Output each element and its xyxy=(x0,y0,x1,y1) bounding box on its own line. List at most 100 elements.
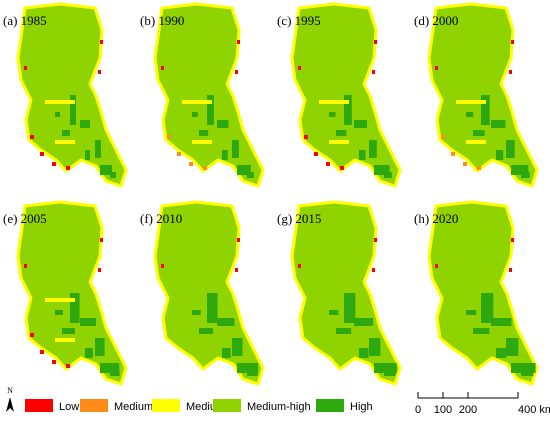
north-arrow-shape xyxy=(6,397,14,412)
north-arrow: N xyxy=(6,386,14,412)
map-cell xyxy=(177,152,181,156)
map-cell xyxy=(374,363,397,373)
map-cell xyxy=(55,140,75,144)
legend-swatch xyxy=(316,399,344,412)
map-cell xyxy=(521,172,530,178)
panel-label: (b) 1990 xyxy=(140,13,184,28)
map-panel: (c) 1995 xyxy=(277,2,402,188)
map-panel: (b) 1990 xyxy=(140,2,265,188)
map-cell xyxy=(247,172,254,178)
map-cell xyxy=(207,95,214,125)
map-cell xyxy=(55,112,60,117)
map-cell xyxy=(344,95,352,125)
scale-label: 400 km xyxy=(518,404,550,416)
panel-label: (f) 2010 xyxy=(140,211,182,226)
map-cell xyxy=(199,130,209,136)
map-cell xyxy=(85,348,93,358)
map-cell xyxy=(509,268,512,272)
map-cell xyxy=(511,238,514,242)
map-cell xyxy=(451,152,455,156)
legend-swatch xyxy=(25,399,53,412)
map-cell xyxy=(466,112,474,117)
map-cell xyxy=(110,370,120,376)
map-cell xyxy=(24,264,27,268)
map-cell xyxy=(167,135,171,139)
map-cell xyxy=(222,150,228,160)
map-cell xyxy=(24,66,27,70)
map-cell xyxy=(340,166,344,170)
map-cell xyxy=(509,70,512,74)
map-cell xyxy=(473,328,490,334)
map-cell xyxy=(98,70,101,74)
map-cell xyxy=(384,172,392,178)
map-cell xyxy=(298,66,301,70)
map-cell xyxy=(98,268,101,272)
map-cell xyxy=(329,112,336,117)
map-cell xyxy=(222,348,231,358)
map-cell xyxy=(466,310,477,315)
map-cell xyxy=(62,328,75,334)
map-cell xyxy=(235,70,238,74)
legend-swatch xyxy=(152,399,180,412)
map-cell xyxy=(95,338,105,356)
map-cell xyxy=(496,150,504,160)
map-cell xyxy=(369,140,377,158)
map-cell xyxy=(435,66,438,70)
map-cell xyxy=(161,66,164,70)
map-cell xyxy=(192,310,201,315)
map-cell xyxy=(30,333,34,337)
map-cell xyxy=(237,363,258,373)
map-panel: (e) 2005 xyxy=(3,200,128,386)
map-cell xyxy=(329,310,339,315)
map-cell xyxy=(110,172,116,178)
panel-label: (c) 1995 xyxy=(277,13,321,28)
panel-label: (e) 2005 xyxy=(3,211,47,226)
map-cell xyxy=(374,238,377,242)
map-cell xyxy=(336,130,347,136)
map-cell xyxy=(40,350,44,354)
map-cell xyxy=(481,293,494,323)
map-cell xyxy=(336,328,352,334)
map-cell xyxy=(521,370,534,376)
map-cell xyxy=(511,363,536,373)
map-cell xyxy=(55,310,63,315)
map-cell xyxy=(70,293,80,323)
map-cell xyxy=(232,338,243,356)
map-cell xyxy=(217,318,235,326)
map-cell xyxy=(189,162,193,166)
map-cell xyxy=(55,338,75,342)
legend-swatch xyxy=(213,399,241,412)
map-cell xyxy=(506,338,519,356)
map-cell xyxy=(384,370,396,376)
legend-label: High xyxy=(350,401,373,413)
map-cell xyxy=(40,152,44,156)
map-cell xyxy=(359,348,369,358)
map-cell xyxy=(52,360,56,364)
map-cell xyxy=(511,165,529,175)
map-cell xyxy=(441,135,445,139)
map-cell xyxy=(511,40,514,44)
map-cell xyxy=(466,140,486,144)
panel-label: (h) 2020 xyxy=(414,211,458,226)
map-cell xyxy=(463,162,467,166)
map-cell xyxy=(304,135,308,139)
map-cell xyxy=(203,166,207,170)
map-panel: (h) 2020 xyxy=(414,200,539,386)
map-cell xyxy=(100,363,120,373)
map-cell xyxy=(456,100,486,104)
map-cell xyxy=(161,264,164,268)
map-cell xyxy=(95,140,101,158)
map-cell xyxy=(85,150,90,160)
legend-label: Low xyxy=(59,401,79,413)
map-cell xyxy=(354,120,367,128)
map-cell xyxy=(369,338,381,356)
map-cell xyxy=(182,100,212,104)
map-cell xyxy=(199,328,213,334)
map-cell xyxy=(237,238,240,242)
legend-swatch xyxy=(80,399,108,412)
map-cell xyxy=(477,166,481,170)
map-cell xyxy=(237,40,240,44)
map-panel: (f) 2010 xyxy=(140,200,265,386)
map-cell xyxy=(481,95,490,125)
